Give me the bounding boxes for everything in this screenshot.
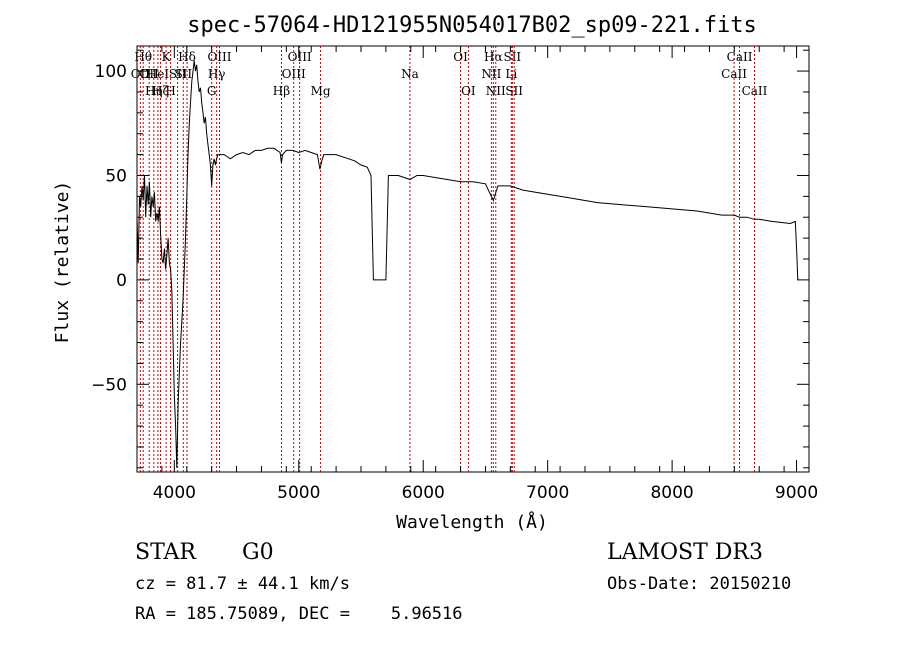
y-tick-label: −50 [91,375,127,395]
spectral-line-label: CaII [727,50,753,64]
spectral-line-label: SII [503,50,521,64]
spectral-line-label: HeI [147,67,170,81]
chart-title: spec-57064-HD121955N054017B02_sp09-221.f… [187,13,757,38]
spectral-line-label: G [207,84,217,98]
plot-frame [136,45,810,473]
line-marker-layer: OIIHθOIIHηHeIHζKHSIISIIHδGHγOIIIHβOIIIOI… [131,46,768,472]
x-tick-label: 4000 [153,483,196,503]
spectral-line-label: CaII [742,84,768,98]
velocity-readout: cz = 81.7 ± 44.1 km/s [135,574,350,594]
survey-name: LAMOST DR3 [607,540,763,565]
spectral-line-label: Hα [484,50,503,64]
spectral-line-label: SII [505,84,523,98]
spectral-line-label: Na [401,67,419,81]
spectral-line-label: OIII [282,67,306,81]
object-class: STAR [135,540,196,565]
subclass: G0 [242,540,274,565]
spectral-line-label: Hβ [273,84,290,98]
spectral-line-label: NII [481,67,501,81]
x-tick-label: 7000 [526,483,569,503]
spectral-line-label: OIII [207,50,231,64]
spectral-line-label: SII [174,67,192,81]
x-tick-label: 8000 [650,483,693,503]
y-axis-title: Flux (relative) [52,181,73,344]
coordinates: RA = 185.75089, DEC = 5.96516 [135,604,463,624]
spectrum-series-line [136,60,799,468]
spectral-line-label: H [165,84,175,98]
spectral-line-label: Hθ [134,50,152,64]
obs-date: Obs-Date: 20150210 [607,574,792,594]
spectral-line-label: Hδ [178,50,196,64]
axis-ticks: 4000 5000 6000 7000 8000 9000 −50 0 50 100 [91,46,818,503]
spectral-line-label: SII [169,67,187,81]
spectral-line-label: OI [453,50,468,64]
spectral-line-label: Hγ [208,67,226,81]
y-tick-label: 0 [116,271,127,291]
x-tick-label: 6000 [402,483,445,503]
x-axis-title: Wavelength (Å) [396,511,548,533]
spectral-line-label: Hζ [152,84,169,98]
spectral-line-label: K [162,50,172,64]
spectral-line-label: NII [486,84,506,98]
y-tick-label: 100 [95,62,127,82]
y-tick-label: 50 [105,166,127,186]
spectral-line-label: OI [461,84,476,98]
spectral-line-label: OII [131,67,151,81]
spectral-line-label: Mg [311,84,331,98]
spectral-line-label: CaII [721,67,747,81]
x-tick-label: 5000 [277,483,320,503]
x-tick-label: 9000 [775,483,818,503]
spectral-line-label: OIII [288,50,312,64]
spectral-line-label: Li [505,67,517,81]
